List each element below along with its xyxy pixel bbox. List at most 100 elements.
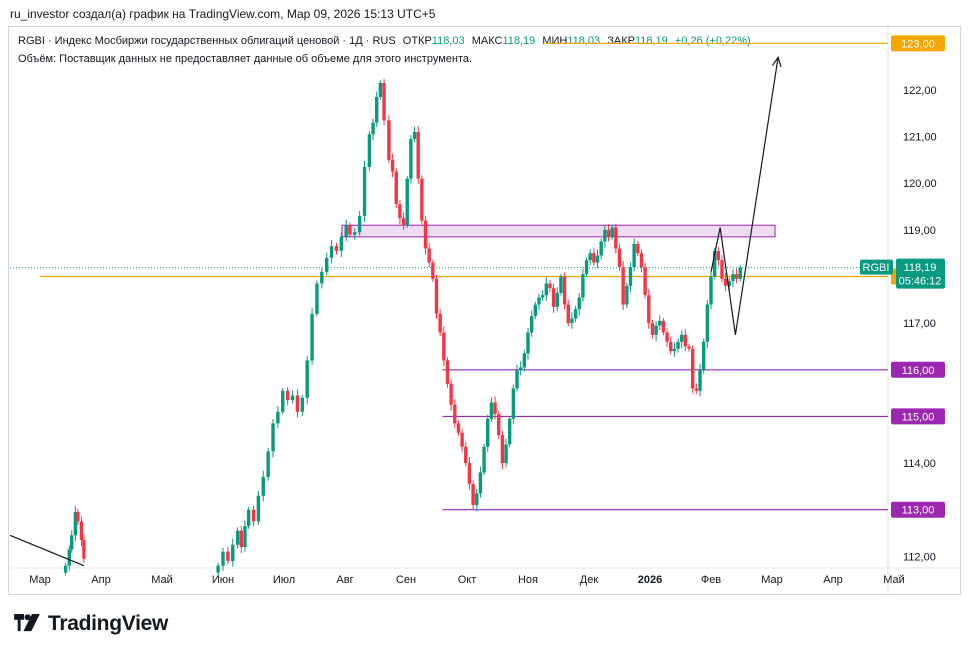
chart-frame (8, 26, 961, 595)
candle-body (449, 383, 453, 405)
level-price-tag (891, 35, 945, 52)
x-tick-label: Авг (336, 574, 353, 586)
candle-body (67, 549, 71, 566)
candle-body (394, 171, 398, 205)
candle-body (566, 304, 570, 324)
candle-body (570, 318, 574, 324)
candle-body (246, 509, 251, 527)
candle-body (387, 120, 391, 160)
level-price-label: 115,00 (902, 411, 935, 423)
candle-body (401, 218, 406, 226)
candle-body (562, 276, 567, 305)
open-value: 118,03 (431, 35, 465, 47)
candle-body (290, 395, 295, 401)
candle-body (672, 348, 677, 352)
candle-body (295, 395, 300, 412)
symbol-tag-label: RGBI (863, 262, 890, 274)
candle-body (526, 332, 530, 354)
candle-body (621, 267, 625, 305)
candle-body (533, 304, 538, 317)
candle-body (540, 295, 545, 298)
candle-body (716, 250, 721, 261)
y-tick-label: 121,00 (903, 132, 937, 144)
candle-body (82, 540, 86, 559)
tradingview-footer[interactable]: TradingView (12, 612, 168, 636)
x-tick-label: Дек (580, 574, 599, 586)
candle-body (475, 493, 479, 506)
candle-body (281, 390, 285, 412)
candle-body (367, 134, 372, 167)
candle-body (687, 346, 691, 349)
candle-body (694, 388, 699, 391)
candle-body (705, 304, 710, 342)
high-label: МАКС (471, 35, 503, 47)
candle-body (456, 423, 461, 433)
candle-body (79, 521, 84, 541)
candle-body (442, 332, 446, 361)
tradingview-logo-icon (14, 614, 40, 632)
volume-note: Объём: Поставщик данных не предоставляет… (18, 53, 473, 65)
candle-body (63, 565, 68, 573)
candle-body (588, 253, 592, 261)
candle-body (610, 227, 614, 237)
candle-body (647, 295, 651, 324)
candle-body (431, 262, 435, 279)
candle-body (409, 138, 413, 179)
candle-body (577, 297, 581, 310)
candle-body (712, 250, 717, 277)
high-value: 118,19 (502, 35, 536, 47)
candle-body (453, 404, 457, 424)
candle-body (467, 463, 472, 485)
candle-body (412, 131, 417, 139)
low-label: МИН (542, 35, 568, 47)
candle-body (438, 313, 442, 333)
candle-body (669, 341, 673, 352)
candle-body (375, 96, 379, 123)
candle-body (511, 388, 516, 419)
legend-title: RGBI · Индекс Мосбиржи государственных о… (18, 35, 396, 47)
y-tick-label: 122,00 (903, 85, 937, 97)
candle-body (226, 551, 230, 562)
symbol-tag (860, 259, 893, 275)
level-price-label: 123,00 (901, 38, 935, 50)
candle-body (628, 267, 633, 286)
candle-body (518, 367, 523, 370)
y-tick-label: 117,00 (903, 318, 936, 330)
x-tick-label: Май (151, 574, 173, 586)
candle-body (471, 484, 475, 506)
candle-body (416, 131, 420, 179)
candle-body (276, 411, 280, 424)
tradingview-brand: TradingView (48, 612, 169, 635)
candle-body (683, 334, 688, 347)
candle-body (390, 159, 395, 172)
symbol-legend[interactable]: RGBI · Индекс Мосбиржи государственных о… (18, 35, 751, 47)
candle-body (315, 283, 319, 314)
candle-body (639, 253, 644, 268)
chart-caption: ru_investor создал(а) график на TradingV… (10, 7, 436, 21)
candle-body (698, 369, 702, 391)
candle-body (305, 360, 309, 398)
candle-body (300, 397, 304, 412)
candle-body (497, 414, 501, 436)
candle-body (423, 220, 428, 249)
candle-body (320, 271, 324, 284)
x-tick-label: Сен (396, 574, 416, 586)
level-price-label: 113,00 (902, 505, 935, 517)
y-tick-label: 120,00 (903, 178, 937, 190)
level-price-tag (891, 501, 945, 518)
x-tick-label: Июл (273, 574, 295, 586)
candle-body (489, 402, 494, 419)
candle-body (427, 248, 431, 263)
candle-body (398, 204, 402, 219)
candle-body (348, 225, 352, 235)
candle-body (235, 530, 240, 545)
candle-body (661, 320, 666, 333)
close-label: ЗАКР (607, 35, 635, 47)
forecast-arrowhead (771, 55, 782, 68)
candle-body (339, 236, 344, 251)
x-tick-label: Мар (29, 574, 51, 586)
candle-body (464, 446, 468, 464)
open-label: ОТКР (402, 35, 432, 47)
candle-body (548, 283, 552, 289)
